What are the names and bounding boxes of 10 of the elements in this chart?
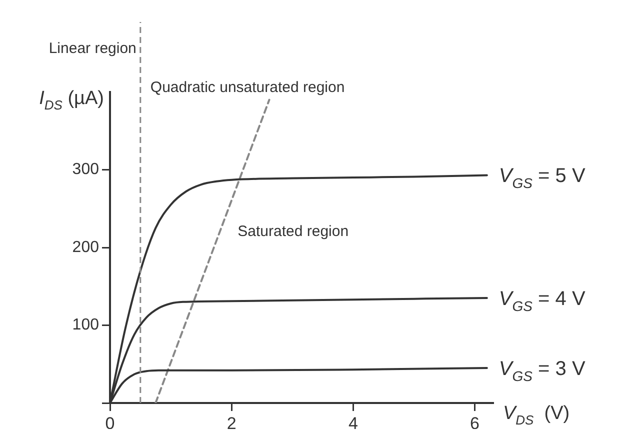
y-tick-label: 200: [72, 238, 100, 256]
y-tick-label: 100: [72, 316, 100, 334]
y-tick-label: 300: [72, 161, 100, 178]
x-tick-label: 4: [348, 414, 358, 433]
x-tick-label: 2: [226, 414, 236, 433]
text: Linear region: [48, 40, 136, 57]
annotation: Saturated region: [238, 222, 349, 240]
x-tick-label: 6: [470, 414, 480, 433]
annotation: Quadratic unsaturated region: [150, 79, 345, 96]
x-tick-label: 0: [105, 414, 115, 433]
